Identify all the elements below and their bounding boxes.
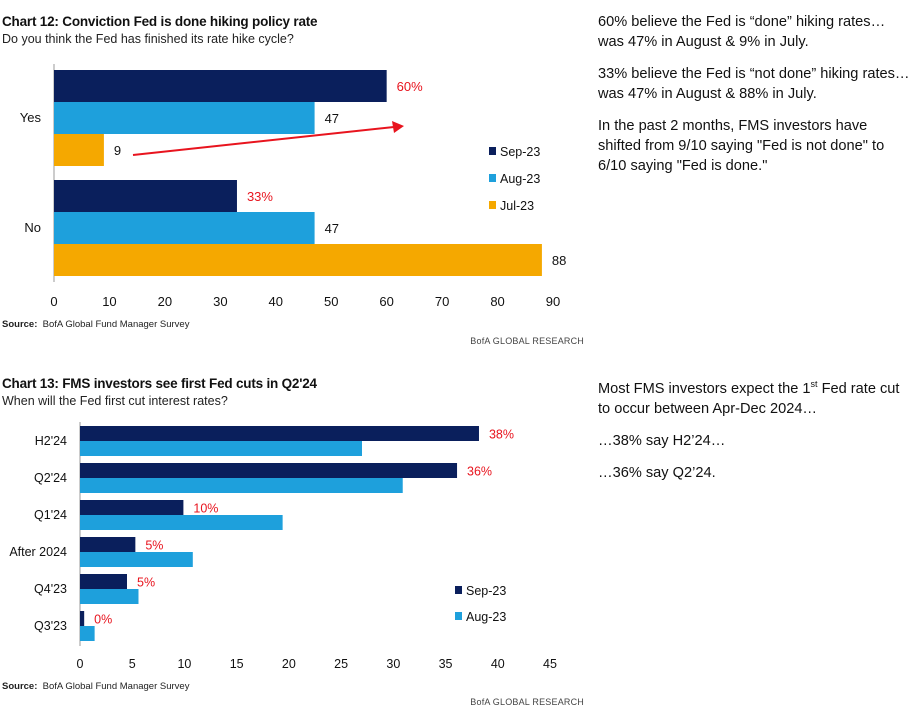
x-tick-label: 20 [158, 294, 172, 309]
category-label: Q3'23 [34, 619, 67, 633]
bar-sep-23-no [54, 180, 237, 212]
data-label: 36% [467, 465, 492, 479]
bar-sep-23 [80, 500, 184, 515]
bar-sep-23-yes [54, 70, 387, 102]
category-label: After 2024 [9, 545, 67, 559]
note-q2: …36% say Q2’24. [598, 464, 716, 481]
note-done: 60% believe the Fed is “done” hiking rat… [598, 14, 886, 50]
source-text: BofA Global Fund Manager Survey [42, 319, 190, 330]
chart-title: Chart 13: FMS investors see first Fed cu… [2, 376, 317, 391]
note-shift: In the past 2 months, FMS investors have… [598, 118, 885, 174]
source-text: BofA Global Fund Manager Survey [42, 681, 190, 692]
legend-swatch-aug-23 [455, 612, 462, 620]
category-label: Q2'24 [34, 471, 67, 485]
bar-aug-23 [80, 515, 283, 530]
legend-label-sep-23: Sep-23 [500, 145, 540, 159]
bar-aug-23 [80, 626, 95, 641]
x-tick-label: 5 [129, 657, 136, 671]
x-tick-label: 10 [102, 294, 116, 309]
chart-12: Chart 12: Conviction Fed is done hiking … [0, 0, 590, 350]
commentary-chart-13: Most FMS investors expect the 1st Fed ra… [598, 374, 910, 495]
data-label: 47 [325, 221, 339, 236]
x-tick-label: 40 [269, 294, 283, 309]
chart-subtitle: When will the Fed first cut interest rat… [2, 394, 228, 408]
x-tick-label: 40 [491, 657, 505, 671]
bar-jul-23-no [54, 244, 542, 276]
x-tick-label: 50 [324, 294, 338, 309]
bar-aug-23-no [54, 212, 315, 244]
data-label: 33% [247, 189, 273, 204]
chart-13-plot: H2'24 38% Q2'24 36% Q1'24 10% After 2024 5% Q4'2… [9, 422, 557, 671]
legend-label-jul-23: Jul-23 [500, 199, 534, 213]
source-label: Source: [2, 319, 38, 330]
bar-sep-23 [80, 611, 85, 626]
x-tick-label: 80 [490, 294, 504, 309]
data-label: 5% [137, 576, 155, 590]
x-tick-label: 45 [543, 657, 557, 671]
bar-sep-23 [80, 537, 136, 552]
trend-arrow-line [132, 126, 395, 156]
x-tick-label: 30 [386, 657, 400, 671]
x-tick-label: 0 [50, 294, 57, 309]
chart-source: Source: BofA Global Fund Manager Survey [2, 319, 189, 330]
bar-aug-23 [80, 589, 139, 604]
category-label-no: No [24, 220, 41, 235]
chart-12-plot: Yes 60% 47 9 No 33% 47 88 0 10 20 30 40 50 60 70 80 90 Sep… [20, 64, 566, 309]
note-h2: …38% say H2’24… [598, 432, 726, 449]
brand-footer: BofA GLOBAL RESEARCH [470, 336, 584, 346]
note-expect-sup: st [810, 379, 818, 389]
data-label: 5% [145, 539, 163, 553]
source-label: Source: [2, 681, 38, 692]
data-label: 38% [489, 428, 514, 442]
x-tick-label: 0 [77, 657, 84, 671]
data-label: 60% [397, 79, 423, 94]
legend-swatch-sep-23 [455, 586, 462, 594]
chart-13: Chart 13: FMS investors see first Fed cu… [0, 360, 590, 714]
x-tick-label: 60 [379, 294, 393, 309]
data-label: 88 [552, 253, 566, 268]
bar-aug-23-yes [54, 102, 315, 134]
note-not-done: 33% believe the Fed is “not done” hiking… [598, 66, 910, 102]
x-tick-label: 30 [213, 294, 227, 309]
note-expect-post: Fed rate cut to occur between Apr-Dec 20… [598, 380, 900, 417]
note-expect-pre: Most FMS investors expect the 1 [598, 380, 811, 397]
brand-footer: BofA GLOBAL RESEARCH [470, 697, 584, 707]
x-tick-label: 25 [334, 657, 348, 671]
x-tick-label: 70 [435, 294, 449, 309]
bar-sep-23 [80, 463, 458, 478]
bar-aug-23 [80, 441, 362, 456]
data-label: 9 [114, 143, 121, 158]
legend-swatch-sep-23 [489, 147, 496, 155]
trend-arrow-head [392, 121, 404, 133]
data-label: 10% [193, 502, 218, 516]
x-tick-label: 35 [439, 657, 453, 671]
note-expect: Most FMS investors expect the 1st Fed ra… [598, 374, 910, 419]
category-label: Q4'23 [34, 582, 67, 596]
data-label: 47 [325, 111, 339, 126]
commentary-chart-12: 60% believe the Fed is “done” hiking rat… [598, 12, 910, 188]
x-tick-label: 10 [177, 657, 191, 671]
legend-label-aug-23: Aug-23 [500, 172, 540, 186]
legend-label-sep-23: Sep-23 [466, 584, 506, 598]
chart-source: Source: BofA Global Fund Manager Survey [2, 681, 189, 692]
category-label-yes: Yes [20, 110, 42, 125]
bar-sep-23 [80, 574, 127, 589]
bar-aug-23 [80, 478, 403, 493]
x-tick-label: 20 [282, 657, 296, 671]
x-tick-label: 90 [546, 294, 560, 309]
data-label: 0% [94, 613, 112, 627]
bar-jul-23-yes [54, 134, 104, 166]
legend-swatch-aug-23 [489, 174, 496, 182]
bar-sep-23 [80, 426, 479, 441]
category-label: Q1'24 [34, 508, 67, 522]
chart-subtitle: Do you think the Fed has finished its ra… [2, 32, 294, 46]
x-tick-label: 15 [230, 657, 244, 671]
chart-title: Chart 12: Conviction Fed is done hiking … [2, 14, 318, 29]
legend-label-aug-23: Aug-23 [466, 610, 506, 624]
bar-aug-23 [80, 552, 193, 567]
category-label: H2'24 [35, 434, 67, 448]
legend-swatch-jul-23 [489, 201, 496, 209]
